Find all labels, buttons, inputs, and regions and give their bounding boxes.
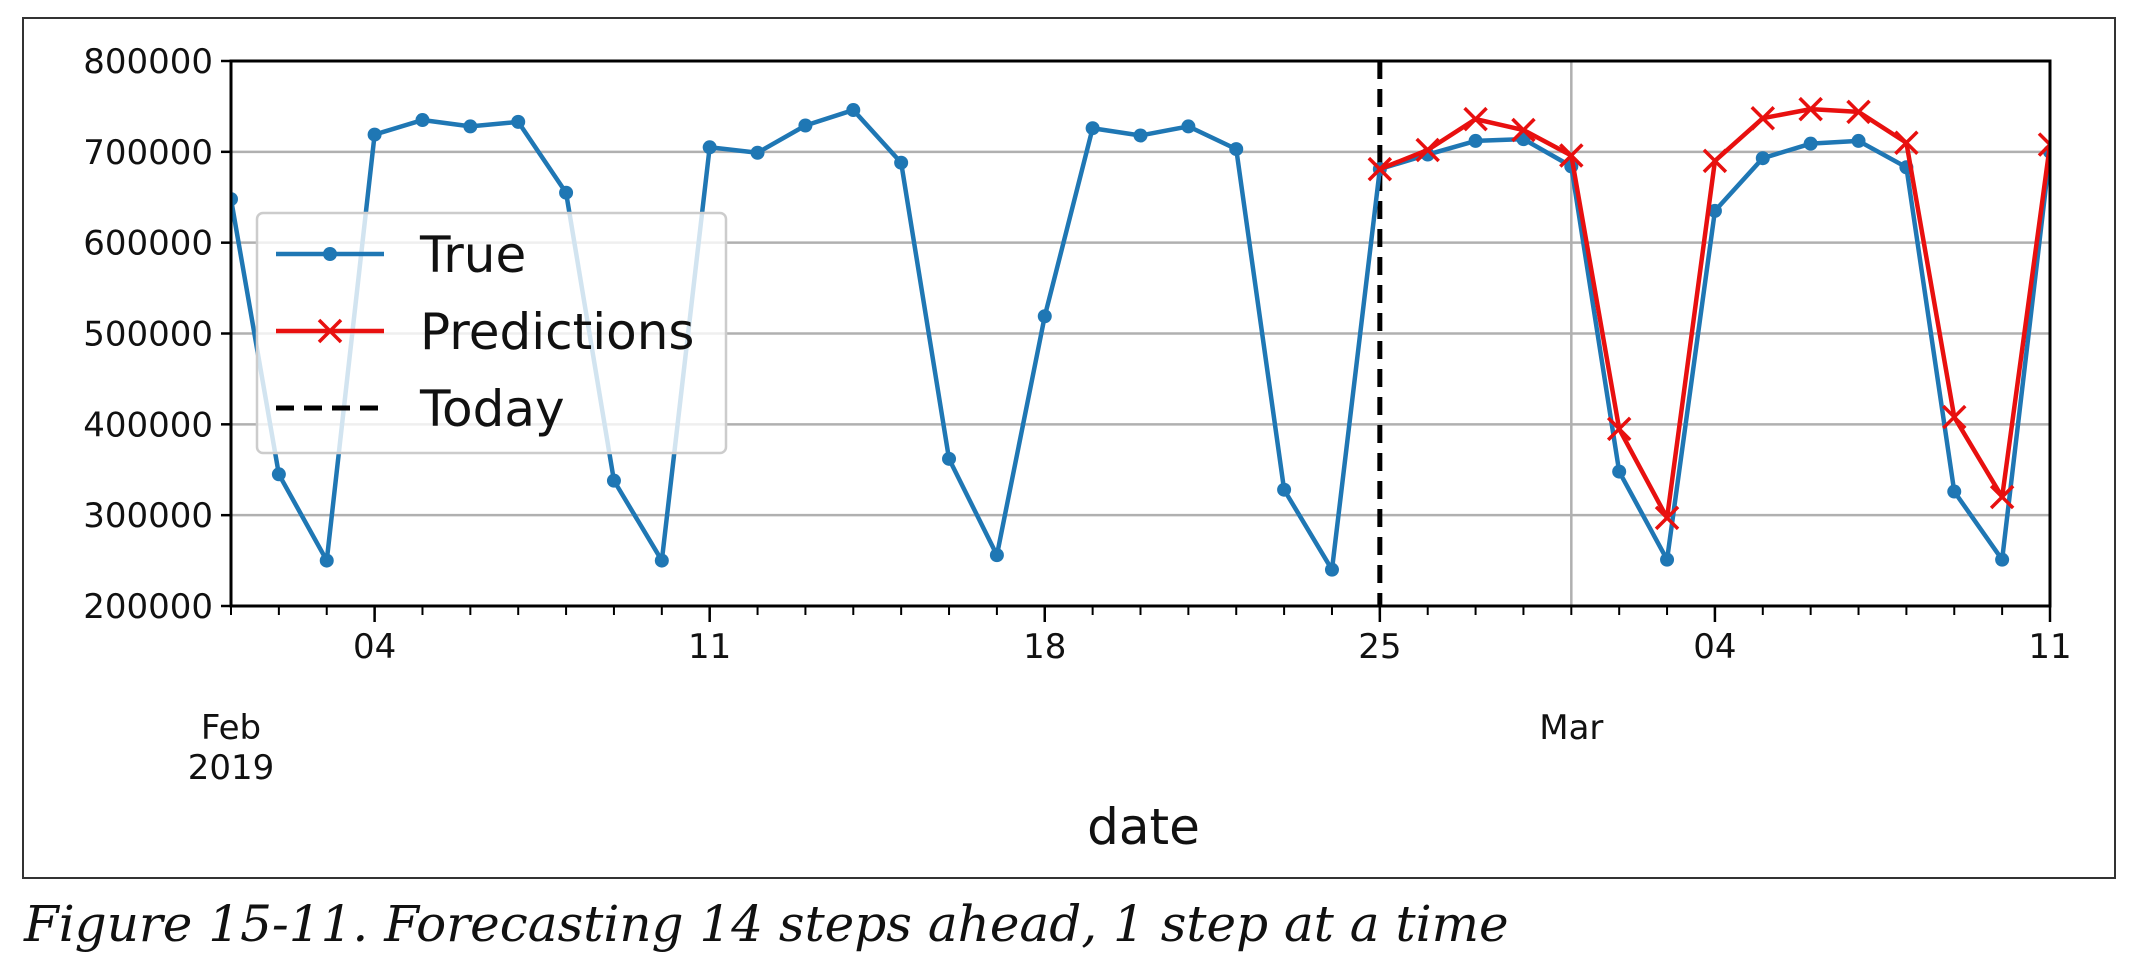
- x-tick-label: 11: [2028, 627, 2071, 667]
- figure-caption: Figure 15-11. Forecasting 14 steps ahead…: [24, 895, 1509, 953]
- data-point-true: [606, 473, 621, 488]
- data-point-prediction: [1894, 130, 1919, 155]
- legend-label: True: [419, 226, 526, 284]
- x-month-label: 2019: [188, 748, 275, 788]
- data-point-true: [1755, 151, 1770, 166]
- data-point-true: [271, 467, 286, 482]
- data-point-true: [798, 118, 813, 133]
- data-point-true: [894, 155, 909, 170]
- y-tick-label: 700000: [83, 133, 213, 173]
- legend-marker: [323, 247, 337, 261]
- data-point-true: [989, 548, 1004, 563]
- data-point-true: [1851, 133, 1866, 148]
- data-point-prediction: [1463, 106, 1488, 132]
- data-point-true: [1803, 136, 1818, 151]
- data-point-prediction: [1846, 99, 1871, 125]
- data-point-true: [1277, 482, 1292, 497]
- data-point-true: [1133, 128, 1148, 143]
- data-point-true: [750, 145, 765, 160]
- data-point-prediction: [1606, 416, 1632, 442]
- legend-entry-predictions: Predictions: [276, 303, 694, 361]
- data-point-true: [1707, 203, 1722, 218]
- x-tick-label: 04: [1693, 627, 1736, 667]
- axes: 200000 300000 400000 500000 600000 700000 8000…: [83, 42, 2071, 788]
- data-point-prediction: [1989, 484, 2015, 510]
- x-tick-label: 11: [688, 627, 731, 667]
- x-month-label: Mar: [1539, 708, 1603, 748]
- series-true: [231, 103, 2050, 577]
- data-point-true: [1947, 484, 1962, 499]
- data-point-prediction: [1942, 404, 1967, 430]
- data-point-true: [367, 127, 382, 142]
- chart: 200000 300000 400000 500000 600000 700000 8000…: [83, 42, 2071, 856]
- data-point-prediction: [1750, 105, 1776, 131]
- data-point-true: [1037, 309, 1052, 324]
- data-point-true: [846, 103, 861, 118]
- x-tick-label: 04: [353, 627, 396, 667]
- data-point-true: [1612, 464, 1627, 479]
- data-point-true: [1324, 562, 1339, 577]
- y-tick-label: 600000: [83, 224, 213, 264]
- data-point-true: [1660, 552, 1675, 567]
- data-point-true: [1229, 142, 1244, 157]
- data-point-true: [1468, 133, 1483, 148]
- y-tick-label: 400000: [83, 405, 213, 445]
- data-point-prediction: [1415, 137, 1440, 163]
- data-point-true: [463, 119, 478, 134]
- data-point-true: [702, 140, 717, 155]
- data-point-prediction: [1367, 156, 1393, 182]
- data-point-prediction: [1511, 117, 1536, 143]
- legend-box: [255, 211, 728, 455]
- data-point-true: [1181, 119, 1196, 134]
- data-point-prediction: [1654, 505, 1680, 531]
- x-axis-title: date: [1087, 798, 1200, 856]
- series: [231, 96, 2050, 577]
- data-point-true: [511, 114, 526, 129]
- x-tick-label: 18: [1023, 627, 1066, 667]
- data-point-true: [231, 192, 238, 207]
- x-tick-label: 25: [1358, 627, 1401, 667]
- data-point-prediction: [1798, 96, 1823, 122]
- y-tick-label: 500000: [83, 315, 213, 355]
- data-point-true: [1085, 121, 1100, 136]
- data-point-true: [319, 553, 334, 568]
- series-predictions: [1367, 96, 2050, 531]
- data-point-true: [415, 113, 430, 128]
- data-point-true: [942, 451, 957, 466]
- data-point-true: [559, 185, 574, 200]
- data-point-true: [654, 553, 669, 568]
- x-month-label: Feb: [201, 708, 261, 748]
- y-tick-label: 200000: [83, 587, 213, 627]
- data-point-prediction: [1702, 148, 1728, 174]
- legend-entry-true: True: [276, 226, 526, 284]
- data-point-true: [1995, 552, 2010, 567]
- y-tick-label: 300000: [83, 496, 213, 536]
- legend: True Predictions Today: [255, 211, 728, 455]
- legend-label: Predictions: [420, 303, 694, 361]
- data-point-prediction: [2037, 132, 2050, 157]
- y-tick-label: 800000: [83, 42, 213, 82]
- legend-marker: [317, 318, 343, 344]
- legend-label: Today: [419, 380, 565, 438]
- legend-entry-today: Today: [276, 380, 565, 438]
- data-point-prediction: [1559, 143, 1584, 168]
